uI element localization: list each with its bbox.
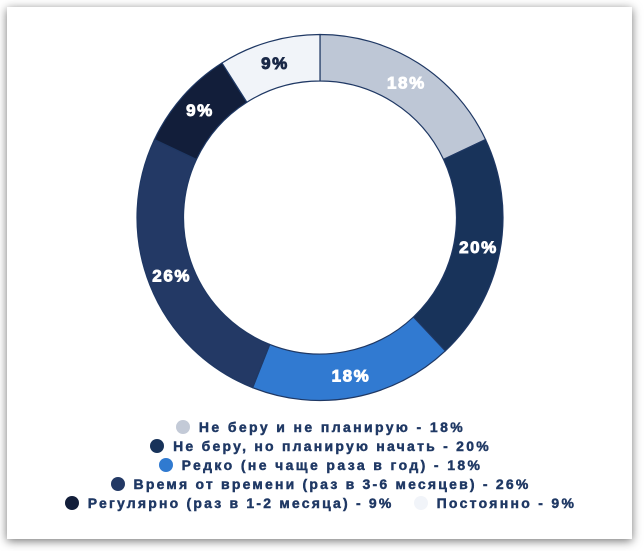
svg-text:18%: 18% <box>387 74 426 93</box>
svg-text:20%: 20% <box>459 238 498 257</box>
svg-text:26%: 26% <box>152 267 191 286</box>
svg-text:18%: 18% <box>332 367 371 386</box>
svg-text:9%: 9% <box>186 101 214 120</box>
svg-text:9%: 9% <box>261 54 289 73</box>
